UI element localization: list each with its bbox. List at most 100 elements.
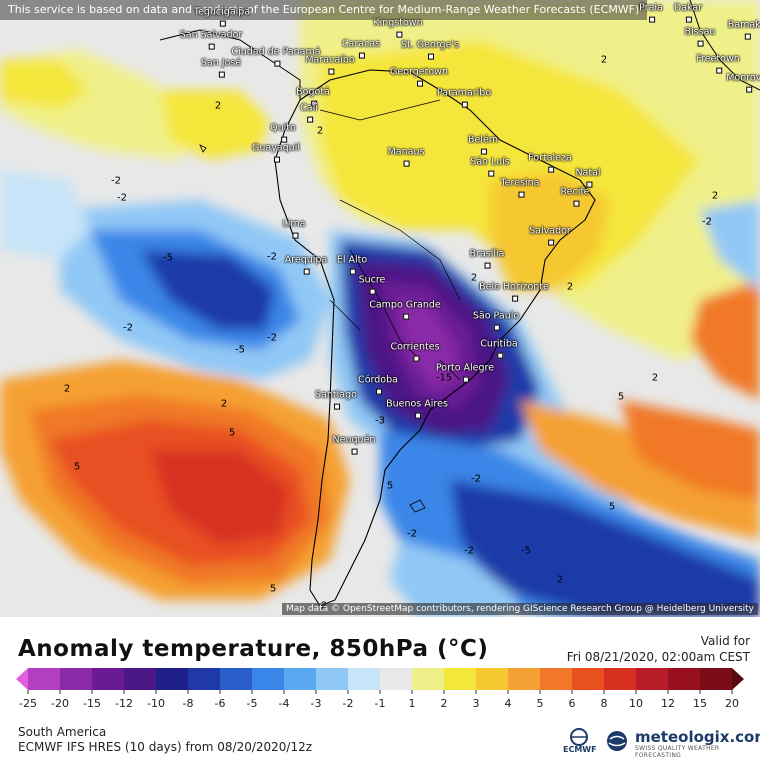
city-manaus[interactable]: Manaus: [387, 146, 425, 167]
legend-swatch: [284, 668, 317, 690]
legend-swatch: [252, 668, 285, 690]
legend-swatch: [476, 668, 509, 690]
legend-swatch: [636, 668, 669, 690]
city-paramaribo[interactable]: Paramaribo: [436, 87, 492, 108]
city-teresina[interactable]: Teresina: [500, 177, 540, 198]
legend-swatch: [540, 668, 573, 690]
city-bissau[interactable]: Bissau: [684, 26, 716, 47]
anomaly-field: [0, 0, 760, 617]
city-monrovia[interactable]: Monrovia: [726, 73, 760, 93]
city-curitiba[interactable]: Curitiba: [480, 338, 518, 359]
contour-label: 5: [608, 501, 616, 513]
legend-label: 20: [725, 697, 739, 710]
contour-label: -15: [435, 372, 453, 384]
contour-label: 2: [316, 125, 324, 137]
legend-label: 12: [661, 697, 675, 710]
legend-swatch: [92, 668, 125, 690]
legend-swatch: [220, 668, 253, 690]
city-porto-alegre[interactable]: Porto Alegre: [435, 362, 495, 383]
map-attribution[interactable]: Map data © OpenStreetMap contributors, r…: [282, 603, 758, 615]
contour-label: 5: [617, 391, 625, 403]
ecmwf-logo: ECMWF: [563, 745, 597, 754]
legend-swatch: [188, 668, 221, 690]
city-quito[interactable]: Quito: [270, 122, 296, 143]
city-c-rdoba[interactable]: Córdoba: [358, 374, 398, 395]
city-natal[interactable]: Natal: [575, 167, 601, 188]
legend-label: -8: [183, 697, 194, 710]
contour-label: 2: [63, 383, 71, 395]
contour-label: 2: [470, 272, 478, 284]
city-arequipa[interactable]: Arequipa: [284, 254, 328, 275]
city-tegucigalpa[interactable]: Tegucigalpa: [193, 6, 251, 27]
city-bras-lia[interactable]: Brasília: [469, 248, 505, 269]
city-s-o-paulo[interactable]: São Paulo: [472, 310, 520, 331]
ecmwf-banner: This service is based on data and produc…: [0, 0, 648, 20]
city-lima[interactable]: Lima: [282, 218, 306, 239]
south-america-coastline: [274, 69, 596, 607]
city-bel-m[interactable]: Belém: [467, 134, 499, 155]
city-kingstown[interactable]: Kingstown: [373, 17, 423, 38]
city-bogot-[interactable]: Bogotá: [296, 86, 330, 107]
city-buenos-aires[interactable]: Buenos Aires: [386, 398, 448, 419]
contour-label: 2: [711, 190, 719, 202]
contour-label: -2: [111, 175, 121, 187]
city-campo-grande[interactable]: Campo Grande: [369, 299, 441, 320]
contour-label: -5: [521, 545, 531, 557]
city-cali[interactable]: Cali: [300, 102, 318, 123]
legend-swatch: [316, 668, 349, 690]
city-san-salvador[interactable]: San Salvador: [179, 29, 243, 50]
city-neuqu-n[interactable]: Neuquén: [332, 434, 376, 455]
legend-label: -1: [375, 697, 386, 710]
city-s-o-lu-s[interactable]: São Luís: [470, 156, 510, 177]
valid-time: Fri 08/21/2020, 02:00am CEST: [566, 650, 750, 664]
legend-swatch: [444, 668, 477, 690]
contour-label: -2: [267, 332, 277, 344]
city-praia[interactable]: Praia: [639, 2, 663, 23]
legend-swatch: [28, 668, 61, 690]
city-maracaibo[interactable]: Maracaibo: [305, 54, 355, 75]
legend-swatch: [156, 668, 189, 690]
contour-label: 2: [214, 100, 222, 112]
city-bamako[interactable]: Bamako: [728, 20, 760, 40]
legend-label: -15: [83, 697, 101, 710]
city-belo-horizonte[interactable]: Belo Horizonte: [479, 281, 549, 302]
city-el-alto[interactable]: El Alto: [336, 254, 368, 275]
contour-label: -2: [123, 322, 133, 334]
city-fortaleza[interactable]: Fortaleza: [528, 152, 572, 173]
city-ciudad-de-panam-[interactable]: Ciudad de Panamá: [231, 46, 321, 67]
contour-label: 5: [386, 480, 394, 492]
city-recife[interactable]: Recife: [560, 186, 590, 207]
meteologix-globe-icon: [607, 731, 627, 751]
meteologix-brand[interactable]: meteologix.com: [635, 728, 760, 746]
legend-label: -20: [51, 697, 69, 710]
meteologix-tagline: SWISS QUALITY WEATHER FORECASTING: [635, 745, 720, 759]
contour-label: 2: [220, 398, 228, 410]
contour-label: 2: [600, 54, 608, 66]
valid-label: Valid for: [700, 634, 750, 648]
city-san-jos-[interactable]: San José: [200, 57, 242, 78]
legend-swatch: [700, 668, 733, 690]
city-corrientes[interactable]: Corrientes: [390, 341, 440, 362]
contour-label: 2: [556, 574, 564, 586]
city-georgetown[interactable]: Georgetown: [390, 66, 448, 87]
city-st-george-s[interactable]: St. George's: [401, 39, 459, 60]
city-guayaquil[interactable]: Guayaquil: [252, 142, 300, 163]
city-salvador[interactable]: Salvador: [529, 225, 571, 246]
ecmwf-globe-icon: [570, 728, 588, 746]
legend-swatch: [572, 668, 605, 690]
city-santiago[interactable]: Santiago: [315, 389, 357, 410]
legend-label: 6: [569, 697, 576, 710]
legend-label: 4: [505, 697, 512, 710]
country-borders: [319, 99, 461, 381]
central-america-coastline: [159, 29, 301, 100]
city-sucre[interactable]: Sucre: [358, 274, 386, 295]
city-dakar[interactable]: Dakar: [673, 2, 703, 23]
contour-label: 5: [269, 583, 277, 595]
anomaly-shading: [0, 0, 760, 617]
contour-label: -2: [267, 251, 277, 263]
city-caracas[interactable]: Caracas: [341, 38, 381, 59]
weather-map[interactable]: This service is based on data and produc…: [0, 0, 760, 617]
legend-label: 1: [409, 697, 416, 710]
city-freetown[interactable]: Freetown: [696, 53, 740, 74]
color-legend: -25 -20 -15 -12 -10 -8 -6 -5 -4 -3 -2 -1 1 2 3 4 5 6 8 10 12…: [16, 668, 744, 710]
